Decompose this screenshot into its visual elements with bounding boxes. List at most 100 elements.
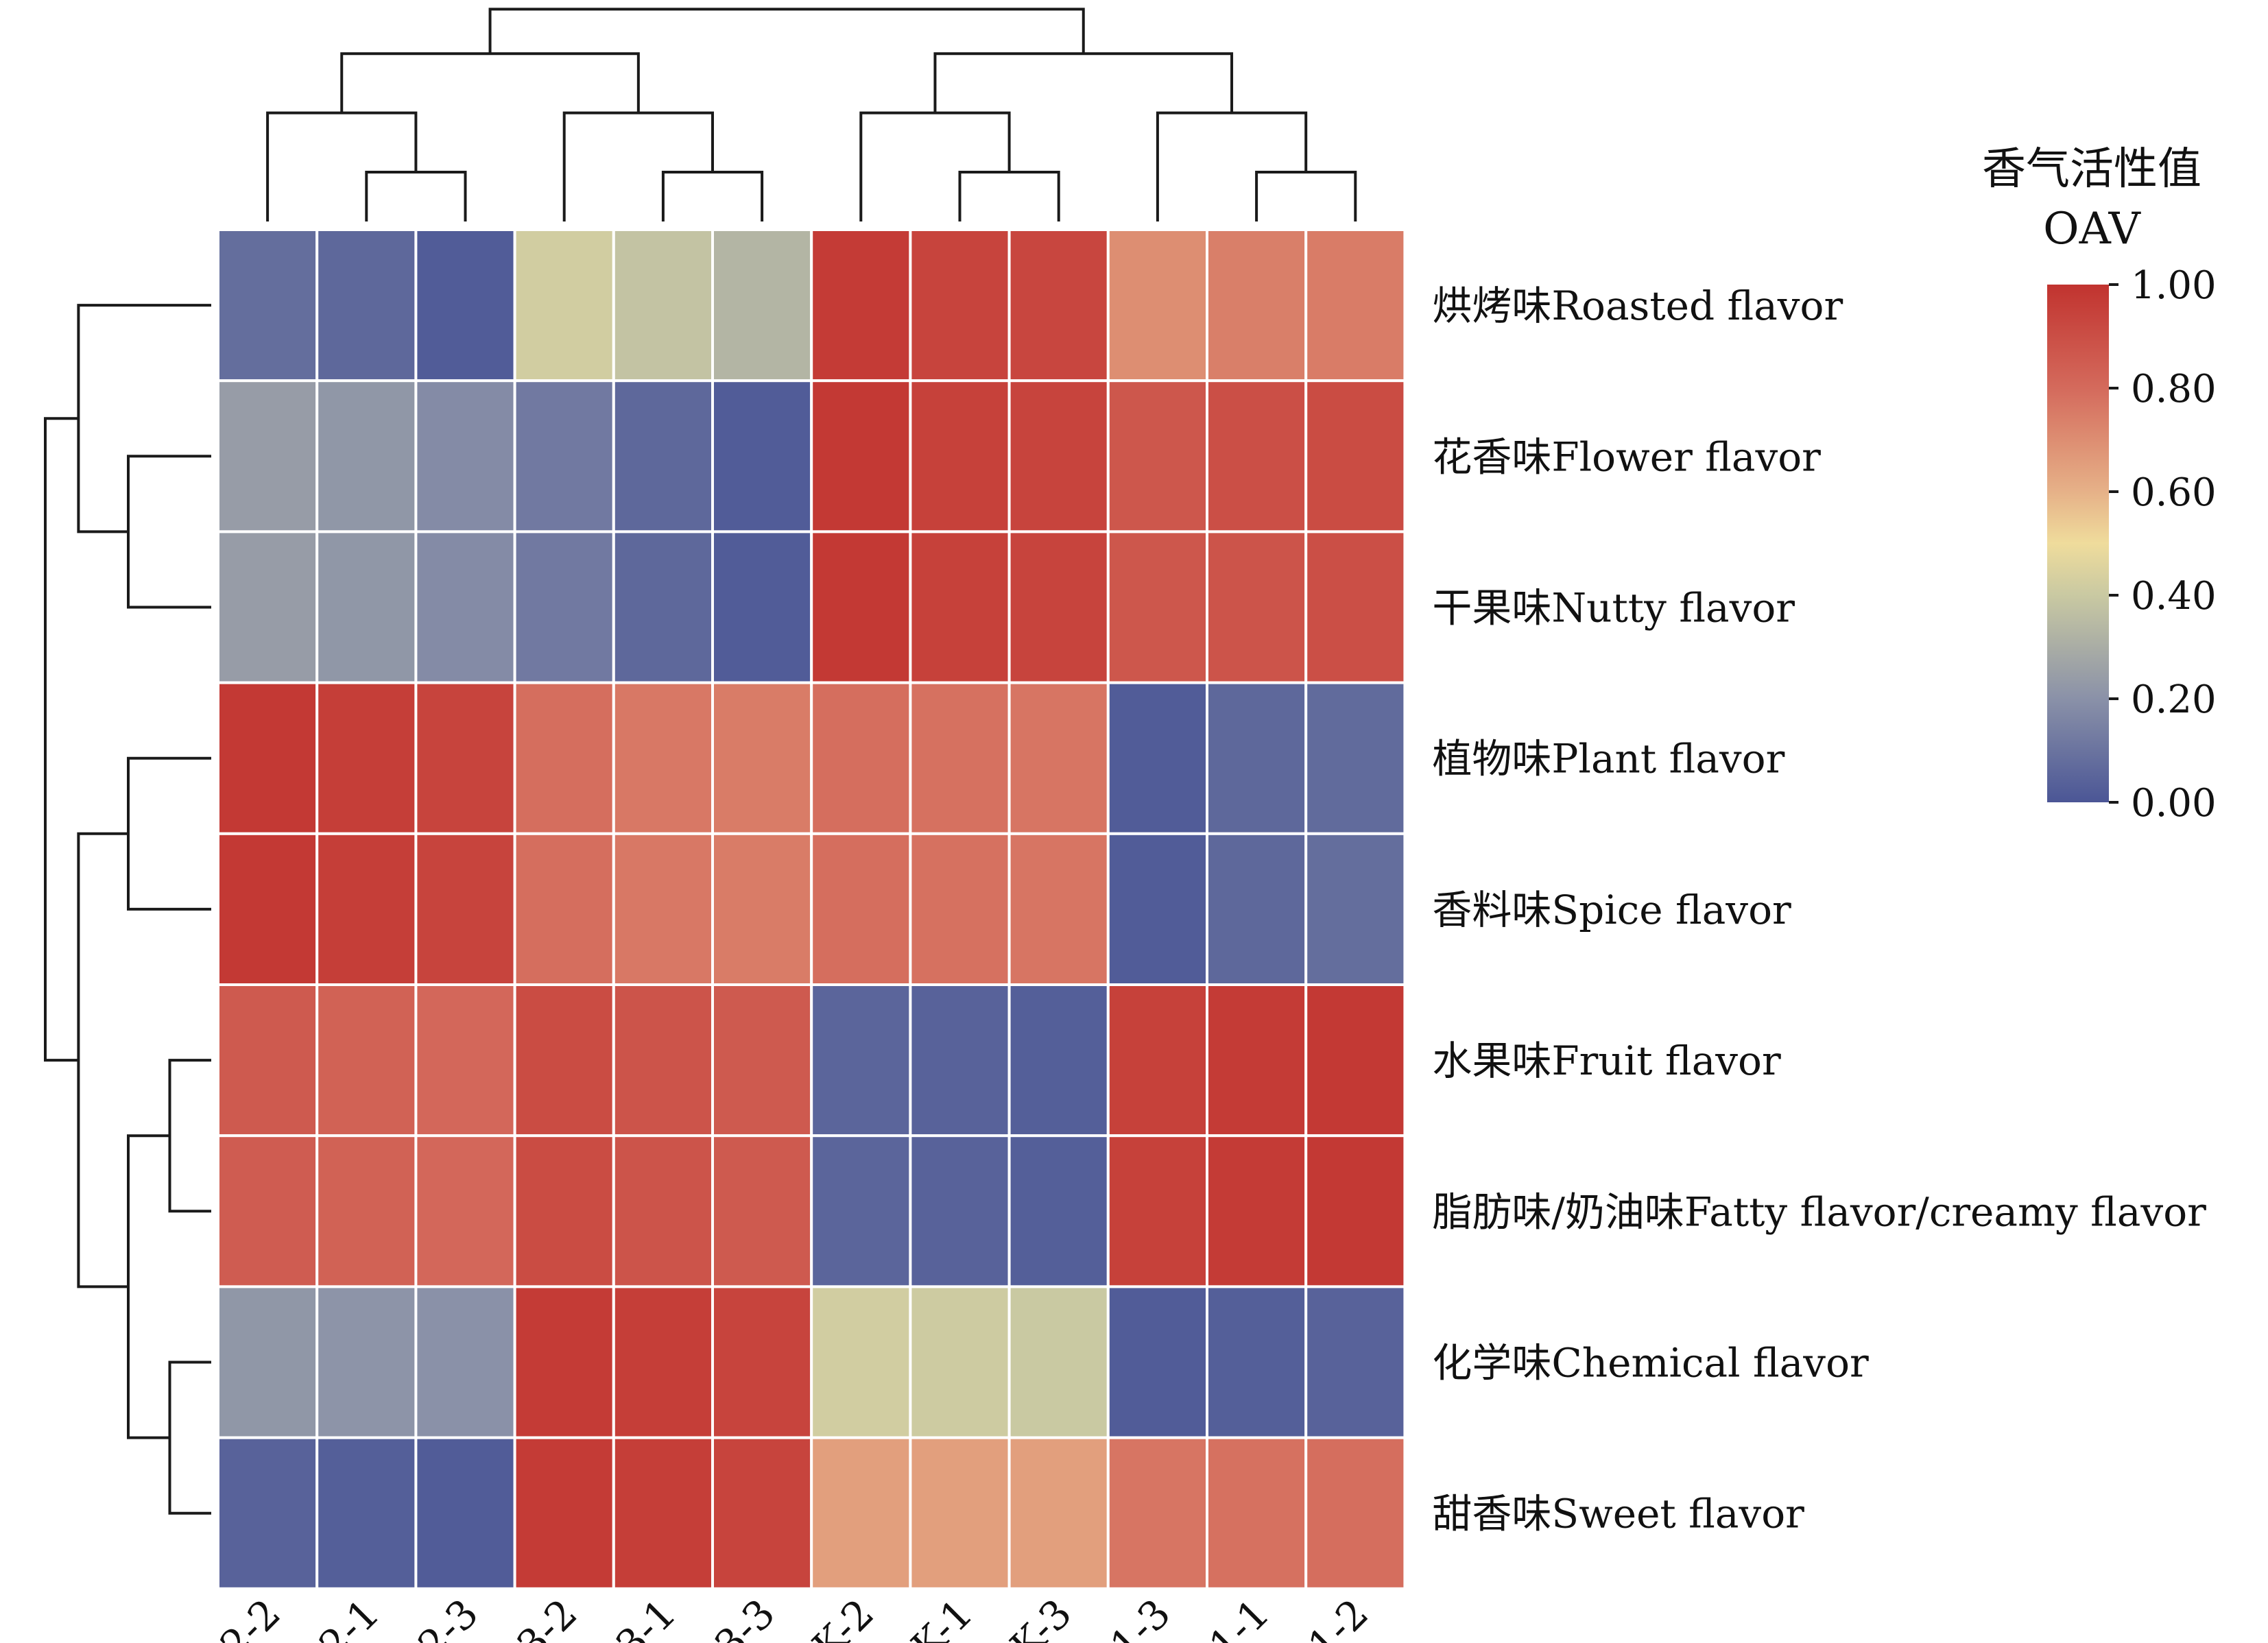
heatmap-cell <box>1304 1436 1407 1590</box>
dendrogram-link <box>77 832 128 1288</box>
row-labels: 烘烤味Roasted flavor 花香味Flower flavor 干果味Nutt… <box>1432 283 2206 1537</box>
heatmap-cell <box>909 832 1011 987</box>
heatmap-cell <box>315 228 418 383</box>
heatmap-cell <box>1206 1285 1308 1439</box>
row-label: 甜香味Sweet flavor <box>1432 1491 1804 1537</box>
heatmap-cell <box>711 1285 813 1439</box>
dendrogram-link <box>933 52 1234 113</box>
row-label: 干果味Nutty flavor <box>1432 585 1795 632</box>
dendrogram-link <box>488 8 1085 54</box>
heatmap-cell <box>217 530 319 684</box>
heatmap-cell <box>1007 379 1110 533</box>
heatmap-cell <box>1106 379 1209 533</box>
heatmap-cell <box>513 1436 615 1590</box>
heatmap-cell <box>1304 1285 1407 1439</box>
heatmap-cell <box>513 1134 615 1288</box>
heatmap-cell <box>1304 983 1407 1138</box>
heatmap-cell <box>1304 530 1407 684</box>
colorbar-title-line1: 香气活性值 <box>1982 144 2201 195</box>
heatmap-cell <box>711 983 813 1138</box>
heatmap-cell <box>1007 530 1110 684</box>
dendrogram-link <box>958 171 1060 221</box>
heatmap-cells <box>217 228 1407 1590</box>
colorbar-bar <box>2047 285 2109 802</box>
heatmap-cell <box>612 1436 714 1590</box>
heatmap-cell <box>1206 983 1308 1138</box>
heatmap-cell <box>1007 1134 1110 1288</box>
heatmap-cell <box>414 1436 516 1590</box>
heatmap-cell <box>612 983 714 1138</box>
heatmap-cell <box>1206 379 1308 533</box>
heatmap-cell <box>612 1134 714 1288</box>
heatmap-cell <box>315 1436 418 1590</box>
heatmap-cell <box>414 530 516 684</box>
heatmap-cell <box>217 1134 319 1288</box>
dendrogram-link <box>562 111 714 221</box>
heatmap-cell <box>315 379 418 533</box>
heatmap-cell <box>513 530 615 684</box>
heatmap-cell <box>612 1285 714 1439</box>
heatmap-cell <box>217 1285 319 1439</box>
heatmap-cell <box>513 1285 615 1439</box>
heatmap-cell <box>711 1436 813 1590</box>
row-label: 脂肪味/奶油味Fatty flavor/creamy flavor <box>1432 1188 2206 1235</box>
column-dendrogram <box>266 8 1357 221</box>
heatmap-cell <box>612 681 714 835</box>
colorbar-ticks: 0.00 0.20 0.40 0.60 0.80 1.00 <box>2109 263 2217 826</box>
heatmap-cell <box>1304 681 1407 835</box>
heatmap-cell <box>315 1134 418 1288</box>
heatmap-cell <box>1007 832 1110 987</box>
heatmap-cell <box>810 832 912 987</box>
heatmap-cell <box>315 681 418 835</box>
dendrogram-link <box>266 111 418 221</box>
heatmap-cell <box>217 983 319 1138</box>
heatmap-cell <box>1304 832 1407 987</box>
heatmap-cell <box>315 1285 418 1439</box>
heatmap-cell <box>1106 1436 1209 1590</box>
column-labels: C2-2C2-1C2-3C3-2C3-1C3-3CK-2CK-1CK-3C1-3… <box>189 1590 1377 1643</box>
heatmap-cell <box>414 379 516 533</box>
column-label: C3-1 <box>585 1590 685 1643</box>
heatmap-cell <box>1304 228 1407 383</box>
heatmap-cell <box>711 1134 813 1288</box>
heatmap-cell <box>810 379 912 533</box>
column-label: C1-2 <box>1278 1590 1378 1643</box>
heatmap-cell <box>909 379 1011 533</box>
heatmap-cell <box>513 681 615 835</box>
dendrogram-link <box>127 756 211 911</box>
heatmap-cell <box>909 681 1011 835</box>
heatmap-cell <box>1206 832 1308 987</box>
heatmap-cell <box>513 379 615 533</box>
heatmap-cell <box>612 832 714 987</box>
heatmap-cell <box>810 1436 912 1590</box>
row-label: 香料味Spice flavor <box>1432 887 1791 933</box>
colorbar-tick-label: 0.60 <box>2131 470 2217 515</box>
heatmap-cell <box>414 1134 516 1288</box>
heatmap-cell <box>414 832 516 987</box>
dendrogram-link <box>1255 171 1357 221</box>
heatmap-cell <box>909 530 1011 684</box>
heatmap-cell <box>1106 1285 1209 1439</box>
heatmap-cell <box>1304 1134 1407 1288</box>
heatmap-cell <box>1206 681 1308 835</box>
heatmap-cell <box>810 983 912 1138</box>
colorbar-tick-label: 0.00 <box>2131 781 2217 826</box>
row-label: 烘烤味Roasted flavor <box>1432 283 1843 329</box>
heatmap-cell <box>909 1134 1011 1288</box>
heatmap-cell <box>1106 530 1209 684</box>
column-label: C2-2 <box>189 1590 289 1643</box>
heatmap-cell <box>217 681 319 835</box>
row-label: 化学味Chemical flavor <box>1432 1340 1869 1387</box>
heatmap-cell <box>414 983 516 1138</box>
colorbar-tick-label: 0.40 <box>2131 574 2217 619</box>
heatmap-cell <box>810 1285 912 1439</box>
heatmap-cell <box>909 1285 1011 1439</box>
heatmap-cell <box>1106 832 1209 987</box>
heatmap-cell <box>612 228 714 383</box>
heatmap-cell <box>414 681 516 835</box>
heatmap-cell <box>909 228 1011 383</box>
heatmap-cell <box>711 379 813 533</box>
dendrogram-link <box>44 417 79 1062</box>
colorbar-tick-label: 0.20 <box>2131 677 2217 722</box>
